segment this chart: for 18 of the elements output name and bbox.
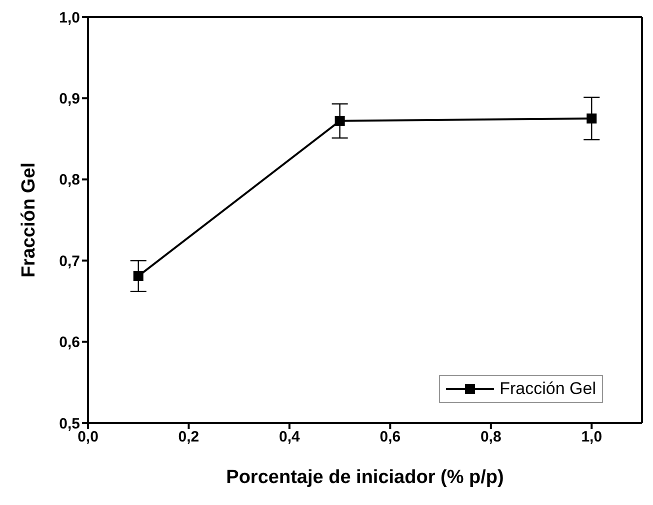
x-tick-label: 0,8 <box>480 428 502 446</box>
x-axis-title: Porcentaje de iniciador (% p/p) <box>226 467 504 488</box>
y-tick-label: 0,8 <box>59 172 80 189</box>
y-tick-label: 1,0 <box>59 9 80 26</box>
x-tick-label: 0,6 <box>380 428 401 446</box>
y-tick-label: 0,6 <box>59 334 80 352</box>
legend-label: Fracción Gel <box>500 379 596 399</box>
point <box>133 271 144 282</box>
x-tick-label: 0,2 <box>178 428 200 446</box>
y-tick-label: 0,5 <box>59 415 80 432</box>
x-tick-label: 0,4 <box>279 428 301 446</box>
y-tick-label: 0,9 <box>59 90 80 108</box>
x-tick-label: 0,0 <box>78 428 98 446</box>
y-axis-title: Fracción Gel <box>18 162 40 278</box>
y-tick-label: 0,7 <box>59 252 80 270</box>
point <box>334 116 345 126</box>
x-tick-label: 1,0 <box>581 428 602 446</box>
point <box>586 114 597 124</box>
